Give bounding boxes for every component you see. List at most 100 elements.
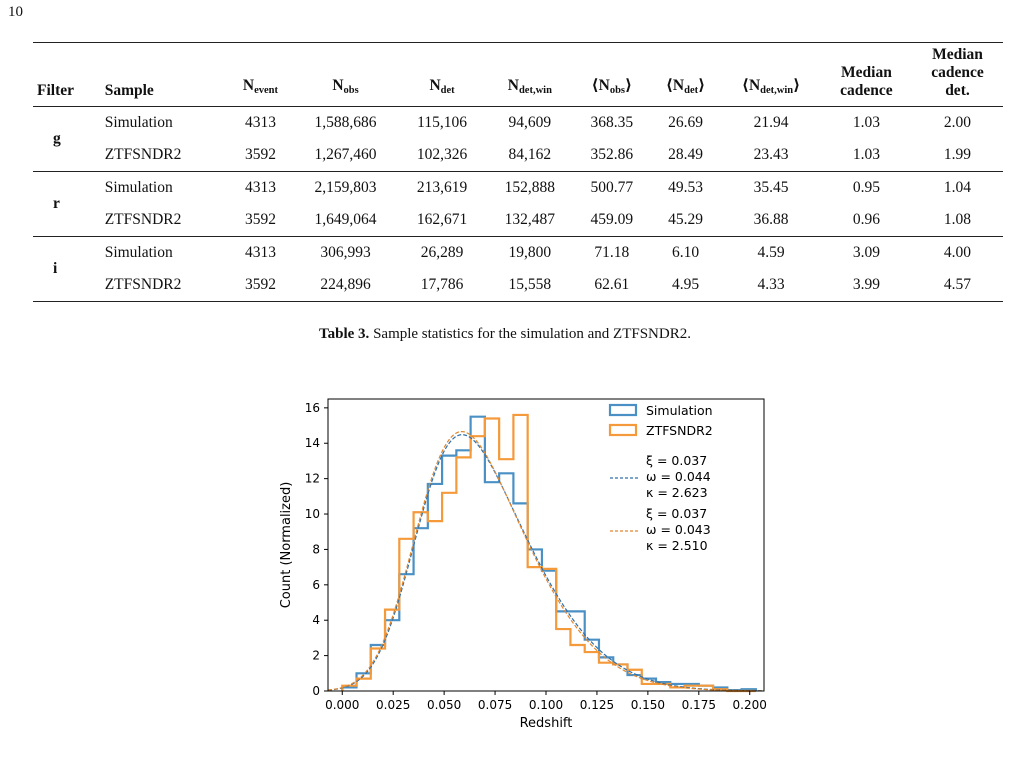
table-cell: 45.29: [668, 211, 703, 228]
x-axis-label: Redshift: [520, 716, 573, 731]
table-cell: 1,649,064: [314, 211, 377, 228]
header-mean-n-obs: ⟨Nobs⟩: [591, 77, 633, 96]
header-median-cadence-det: Median cadence det.: [931, 46, 984, 99]
sample-cell: ZTFSNDR2: [104, 146, 182, 163]
table-cell: 3592: [244, 276, 276, 293]
y-tick-label: 0: [312, 684, 320, 698]
sample-cell: Simulation: [104, 244, 173, 261]
table-cell: 35.45: [753, 179, 789, 196]
table-cell: 1.04: [943, 179, 972, 196]
table-row: g Simulation 4313 1,588,686 115,106 94,6…: [33, 106, 1003, 147]
filter-cell: r: [53, 195, 60, 212]
sample-cell: Simulation: [104, 114, 173, 131]
table-cell: 459.09: [590, 211, 634, 228]
table-cell: 71.18: [594, 244, 630, 261]
table-cell: 224,896: [320, 276, 371, 293]
table-cell: 26,289: [420, 244, 464, 261]
caption-label: Table 3.: [319, 326, 370, 342]
table-cell: 3592: [244, 146, 276, 163]
table-cell: 26.69: [668, 114, 703, 131]
x-tick-label: 0.125: [580, 698, 614, 712]
table-cell: 28.49: [668, 146, 703, 163]
table-cell: 3.99: [852, 276, 880, 293]
table-caption: Table 3. Sample statistics for the simul…: [0, 326, 1010, 343]
table-cell: 23.43: [753, 146, 789, 163]
table-cell: 152,888: [504, 179, 556, 196]
table-cell: 15,558: [508, 276, 552, 293]
legend-fit-param: ω = 0.043: [646, 522, 711, 537]
table-cell: 84,162: [508, 146, 552, 163]
table-cell: 4313: [244, 179, 276, 196]
table-cell: 4313: [244, 244, 276, 261]
header-n-det: Ndet: [429, 77, 455, 96]
table-row: ZTFSNDR2 3592 224,896 17,786 15,558 62.6…: [33, 269, 1003, 302]
legend-fit-param: ω = 0.044: [646, 469, 711, 484]
x-tick-label: 0.150: [631, 698, 665, 712]
table-cell: 368.35: [590, 114, 634, 131]
table-cell: 352.86: [590, 146, 634, 163]
table-body: g Simulation 4313 1,588,686 115,106 94,6…: [33, 106, 1003, 302]
table-row: ZTFSNDR2 3592 1,649,064 162,671 132,487 …: [33, 204, 1003, 237]
legend-label: ZTFSNDR2: [646, 423, 713, 438]
y-tick-label: 14: [305, 436, 320, 450]
y-axis-label: Count (Normalized): [279, 482, 294, 609]
header-filter: Filter: [37, 82, 75, 99]
table-cell: 4.95: [671, 276, 700, 293]
table-cell: 1,267,460: [314, 146, 377, 163]
header-row: Filter Sample Nevent Nobs Ndet Ndet,win …: [33, 42, 1003, 107]
table-cell: 4313: [244, 114, 276, 131]
table-cell: 4.57: [943, 276, 972, 293]
filter-cell: g: [53, 130, 61, 147]
table-cell: 500.77: [590, 179, 634, 196]
table-cell: 132,487: [504, 211, 556, 228]
x-tick-label: 0.175: [682, 698, 716, 712]
legend-fit-param: ξ = 0.037: [646, 453, 707, 468]
header-mean-n-det: ⟨Ndet⟩: [665, 77, 706, 96]
table-cell: 4.33: [757, 276, 785, 293]
table-cell: 4.59: [757, 244, 785, 261]
table-row: ZTFSNDR2 3592 1,267,460 102,326 84,162 3…: [33, 139, 1003, 172]
fit-curve-1: [327, 430, 765, 692]
table-cell: 0.95: [852, 179, 880, 196]
caption-text: Sample statistics for the simulation and…: [369, 326, 691, 342]
table-cell: 0.96: [852, 211, 880, 228]
y-tick-label: 2: [312, 649, 320, 663]
table-cell: 162,671: [416, 211, 468, 228]
table-cell: 4.00: [943, 244, 972, 261]
y-tick-label: 12: [305, 472, 320, 486]
table-cell: 19,800: [508, 244, 552, 261]
table-cell: 21.94: [753, 114, 789, 131]
legend-fit-param: ξ = 0.037: [646, 506, 707, 521]
table-cell: 306,993: [320, 244, 371, 261]
y-tick-label: 16: [305, 401, 320, 415]
legend-swatch-ztfsndr2: [608, 423, 638, 437]
header-median-cadence: Median cadence: [840, 64, 893, 99]
table-cell: 6.10: [671, 244, 700, 261]
table-cell: 3.09: [852, 244, 880, 261]
table-row: r Simulation 4313 2,159,803 213,619 152,…: [33, 171, 1003, 212]
y-tick-label: 10: [305, 507, 320, 521]
table-cell: 1.03: [852, 146, 880, 163]
table-cell: 2,159,803: [314, 179, 377, 196]
x-tick-label: 0.050: [427, 698, 461, 712]
filter-cell: i: [53, 260, 58, 277]
sample-cell: ZTFSNDR2: [104, 211, 182, 228]
y-tick-label: 8: [312, 542, 320, 556]
y-tick-label: 6: [312, 578, 320, 592]
table-cell: 49.53: [668, 179, 703, 196]
sample-cell: Simulation: [104, 179, 173, 196]
legend-fit-param: κ = 2.510: [646, 538, 708, 553]
sample-cell: ZTFSNDR2: [104, 276, 182, 293]
table-cell: 94,609: [508, 114, 552, 131]
table-cell: 1,588,686: [314, 114, 377, 131]
header-mean-n-det-win: ⟨Ndet,win⟩: [741, 77, 801, 96]
table-row: i Simulation 4313 306,993 26,289 19,800 …: [33, 236, 1003, 277]
x-tick-label: 0.025: [376, 698, 410, 712]
histogram-series-1: [341, 413, 756, 693]
x-tick-label: 0.075: [478, 698, 512, 712]
table-cell: 1.03: [852, 114, 880, 131]
table-cell: 115,106: [417, 114, 467, 131]
table-cell: 3592: [244, 211, 276, 228]
table-header: Filter Sample Nevent Nobs Ndet Ndet,win …: [33, 42, 1003, 107]
